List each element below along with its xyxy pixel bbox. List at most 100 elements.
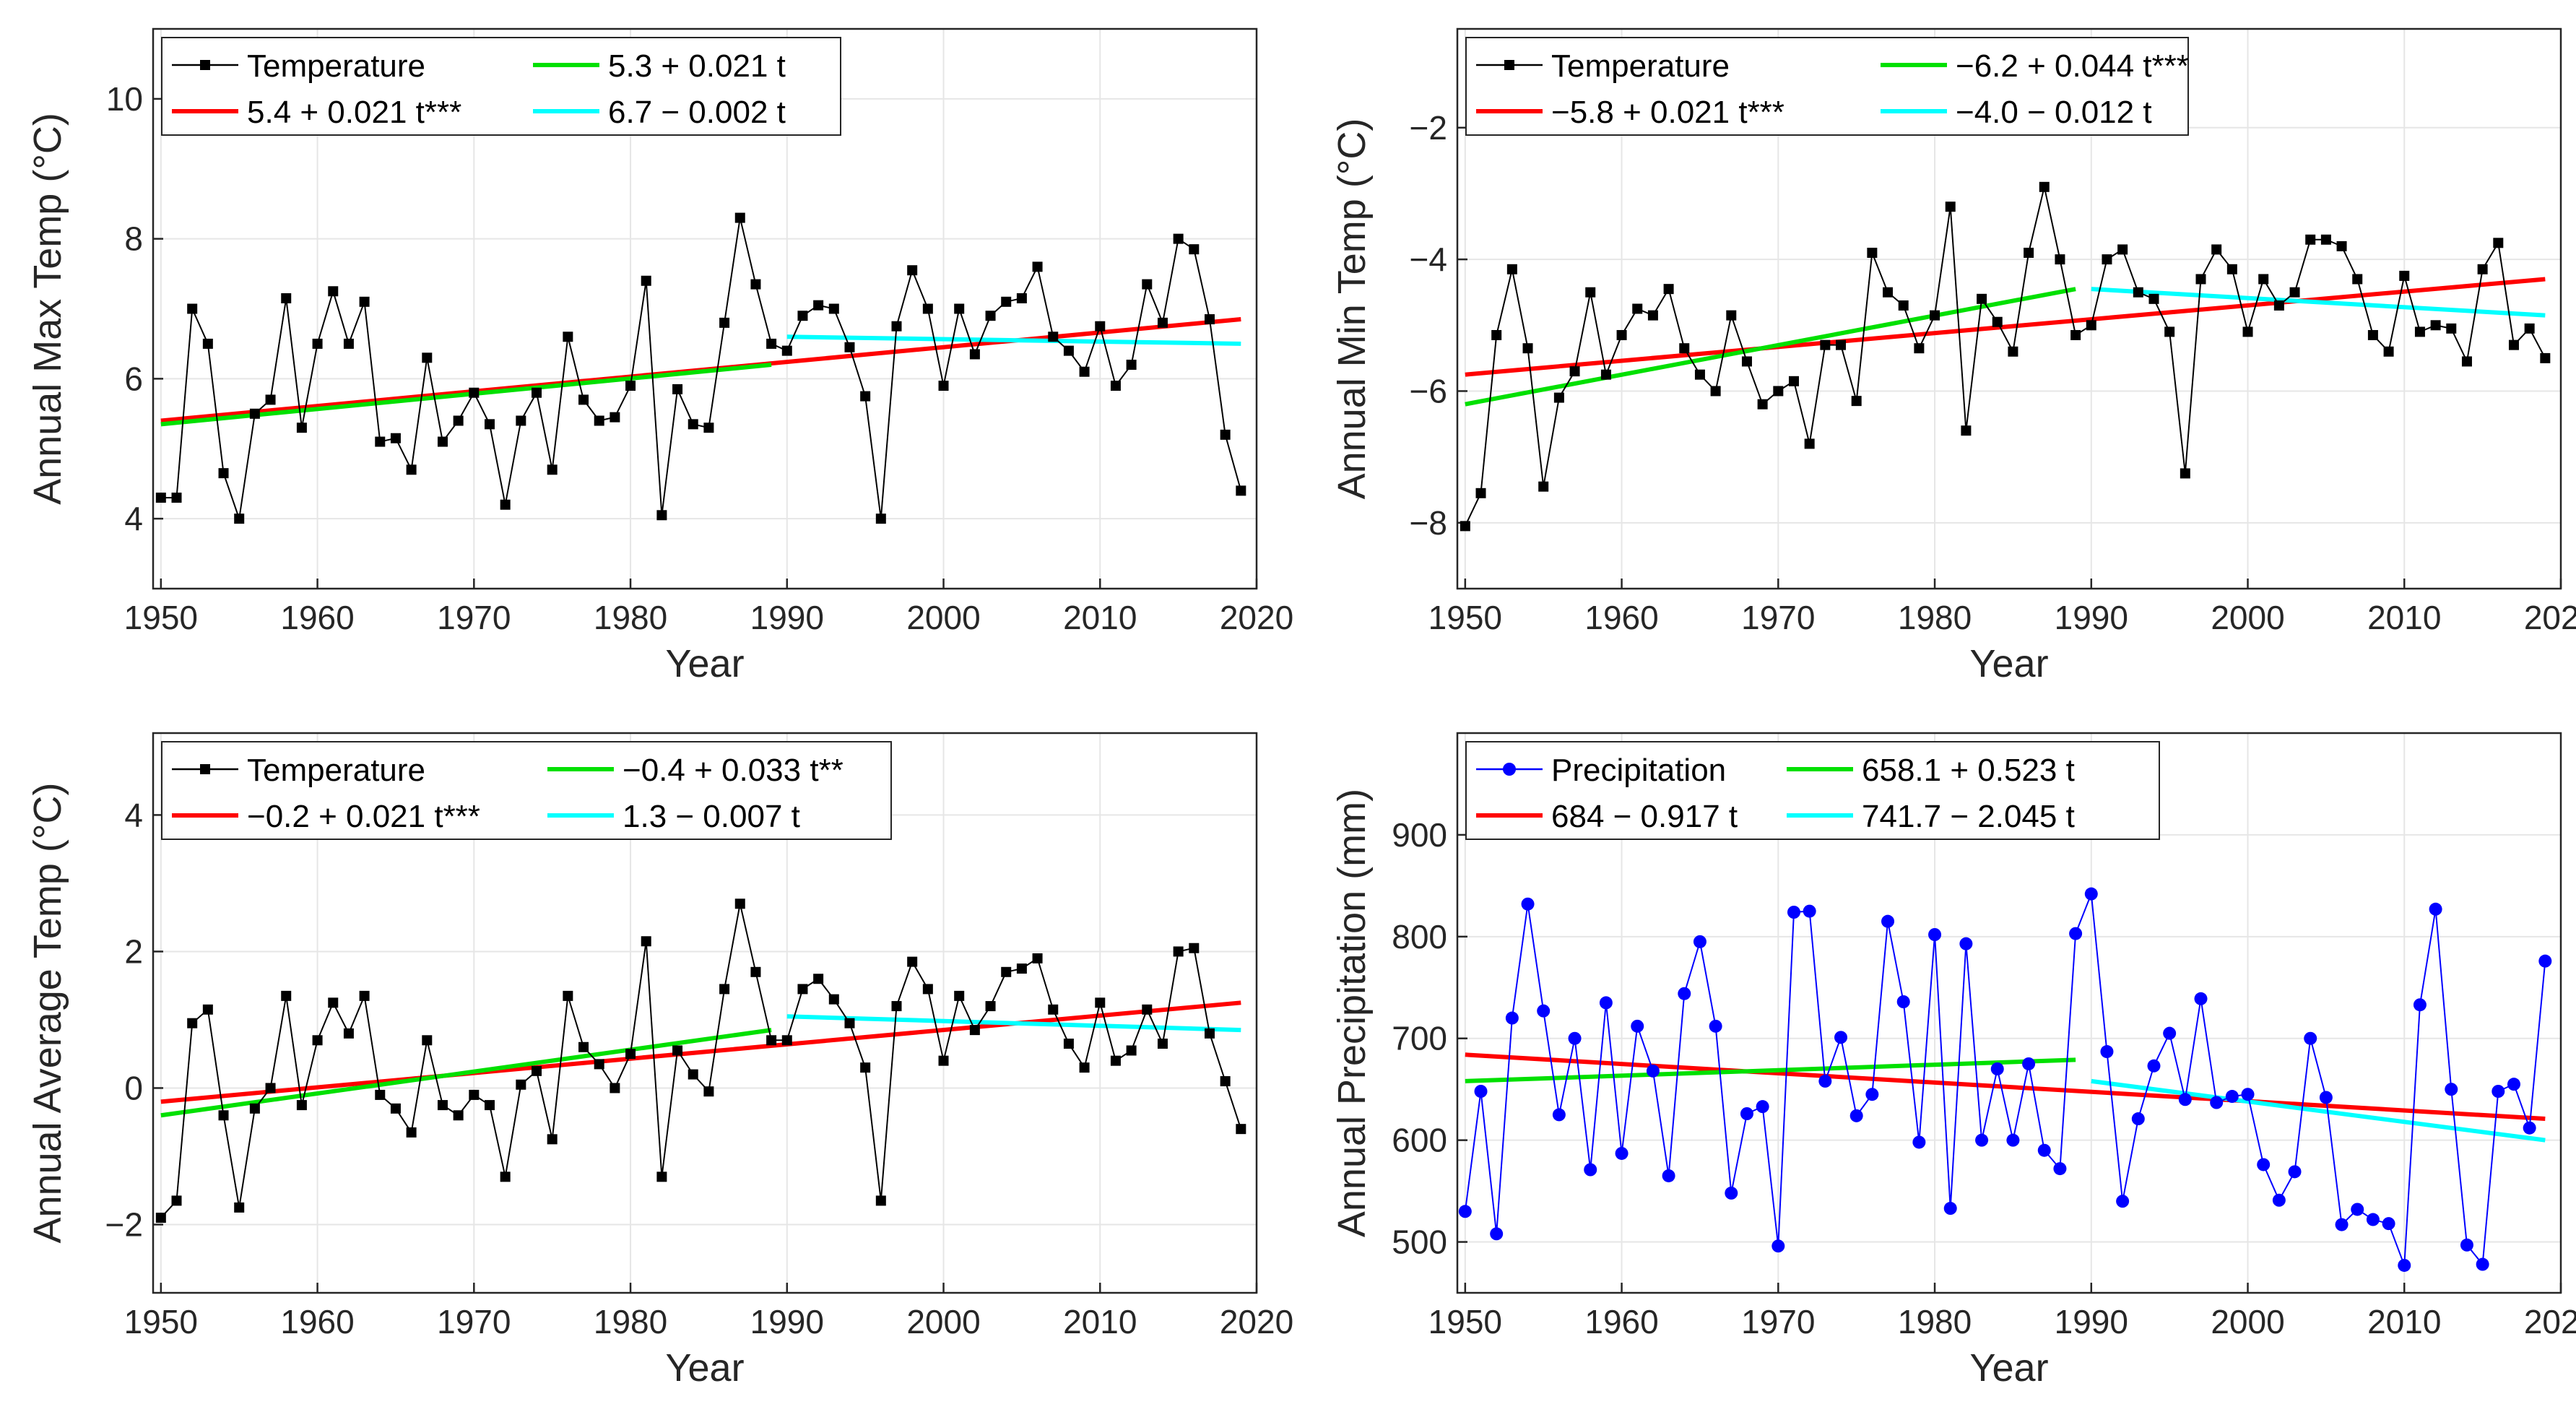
data-point bbox=[1474, 1085, 1488, 1098]
legend-marker bbox=[200, 60, 210, 70]
legend-label: 684 − 0.917 t bbox=[1551, 799, 1738, 834]
data-point bbox=[2492, 1085, 2505, 1098]
data-point bbox=[2258, 274, 2269, 285]
data-point bbox=[1220, 429, 1231, 440]
data-point bbox=[2195, 274, 2206, 285]
data-point bbox=[1095, 321, 1106, 332]
data-point bbox=[2226, 264, 2237, 274]
data-point bbox=[1553, 392, 1564, 403]
data-point bbox=[625, 1049, 636, 1060]
y-tick-label: 8 bbox=[124, 220, 143, 258]
data-point bbox=[187, 303, 198, 314]
data-point bbox=[2180, 468, 2190, 479]
data-point bbox=[2211, 244, 2222, 255]
data-point bbox=[265, 394, 276, 405]
data-point bbox=[2053, 1162, 2067, 1176]
plot-frame bbox=[1456, 732, 2562, 1294]
data-point bbox=[1032, 261, 1043, 272]
legend-marker bbox=[200, 764, 210, 774]
data-point bbox=[343, 1028, 354, 1039]
data-point bbox=[1678, 987, 1691, 1000]
data-point bbox=[1189, 943, 1200, 953]
data-point bbox=[1757, 399, 1768, 410]
data-point bbox=[1787, 906, 1800, 919]
data-point bbox=[797, 311, 808, 321]
y-tick-label: −4 bbox=[1410, 241, 1447, 278]
data-point bbox=[218, 1110, 229, 1121]
data-point bbox=[828, 994, 839, 1005]
data-point bbox=[891, 1001, 902, 1012]
chart-panel-1: 1950 1960 1970 1980 1990 2000 2010 2020 4 6 8 10 Yea… bbox=[26, 27, 1293, 685]
data-point bbox=[719, 984, 730, 995]
data-point bbox=[813, 974, 824, 984]
data-point bbox=[1804, 438, 1815, 449]
legend-box bbox=[1465, 741, 2160, 840]
data-point bbox=[891, 321, 902, 332]
data-point bbox=[813, 300, 824, 311]
legend-label: −5.8 + 0.021 t*** bbox=[1551, 95, 1784, 130]
data-point bbox=[2304, 1031, 2317, 1045]
data-point bbox=[938, 381, 949, 391]
data-point bbox=[2069, 927, 2083, 940]
y-tick-label: 0 bbox=[124, 1069, 143, 1106]
data-point bbox=[1126, 360, 1137, 370]
data-point bbox=[1584, 1163, 1597, 1177]
data-point bbox=[516, 415, 526, 426]
data-point bbox=[2446, 323, 2457, 334]
data-point bbox=[249, 1103, 260, 1114]
data-point bbox=[1834, 1031, 1848, 1044]
data-point bbox=[907, 265, 918, 276]
data-point bbox=[2037, 1143, 2051, 1157]
data-point bbox=[1016, 963, 1027, 974]
data-point bbox=[1898, 300, 1909, 311]
chart-panel-3: 1950 1960 1970 1980 1990 2000 2010 2020 −2 0 2 4 Yea… bbox=[26, 732, 1293, 1390]
x-tick-label: 2010 bbox=[1063, 599, 1137, 636]
data-point bbox=[2382, 1217, 2395, 1231]
data-point bbox=[281, 990, 292, 1001]
data-point bbox=[2242, 326, 2253, 337]
data-point bbox=[1157, 1039, 1168, 1049]
y-axis-label: Annual Min Temp (°C) bbox=[1330, 118, 1374, 500]
data-point bbox=[1977, 293, 1987, 304]
x-tick-label: 1990 bbox=[750, 599, 824, 636]
data-point bbox=[2366, 1213, 2380, 1226]
data-point bbox=[797, 984, 808, 995]
x-tick-label: 1980 bbox=[594, 599, 667, 636]
data-point bbox=[1460, 521, 1470, 532]
x-tick-label: 1980 bbox=[594, 1303, 667, 1340]
data-point bbox=[2319, 1091, 2333, 1104]
data-point bbox=[1599, 996, 1613, 1010]
data-point bbox=[1236, 1124, 1246, 1135]
legend-label: −4.0 − 0.012 t bbox=[1956, 95, 2152, 130]
x-tick-label: 1960 bbox=[280, 599, 354, 636]
y-axis-label: Annual Precipitation (mm) bbox=[1330, 789, 1374, 1237]
data-point bbox=[2540, 352, 2551, 363]
data-point bbox=[234, 1202, 245, 1213]
data-point bbox=[1647, 310, 1658, 321]
data-point bbox=[1741, 356, 1752, 367]
data-point bbox=[1851, 396, 1862, 407]
data-point bbox=[875, 514, 886, 524]
data-point bbox=[1552, 1108, 1566, 1122]
data-point bbox=[1001, 966, 1012, 977]
x-tick-label: 2010 bbox=[2367, 599, 2441, 636]
data-point bbox=[500, 499, 511, 510]
data-point bbox=[281, 293, 292, 303]
x-axis-label: Year bbox=[665, 1346, 744, 1390]
data-series-line bbox=[160, 904, 1242, 1218]
data-series-line bbox=[1464, 893, 2546, 1267]
y-tick-label: 4 bbox=[124, 500, 143, 537]
data-point bbox=[781, 345, 792, 356]
data-point bbox=[2084, 887, 2098, 901]
data-point bbox=[2131, 1112, 2145, 1126]
legend-box bbox=[161, 741, 892, 840]
data-point bbox=[2524, 323, 2535, 334]
data-point bbox=[1522, 343, 1533, 354]
x-tick-label: 1950 bbox=[124, 1303, 198, 1340]
data-point bbox=[1740, 1107, 1753, 1120]
data-point bbox=[1063, 345, 1074, 356]
data-point bbox=[1756, 1100, 1769, 1114]
data-point bbox=[422, 352, 433, 363]
x-tick-label: 1990 bbox=[2055, 599, 2128, 636]
data-point bbox=[1204, 1028, 1215, 1039]
